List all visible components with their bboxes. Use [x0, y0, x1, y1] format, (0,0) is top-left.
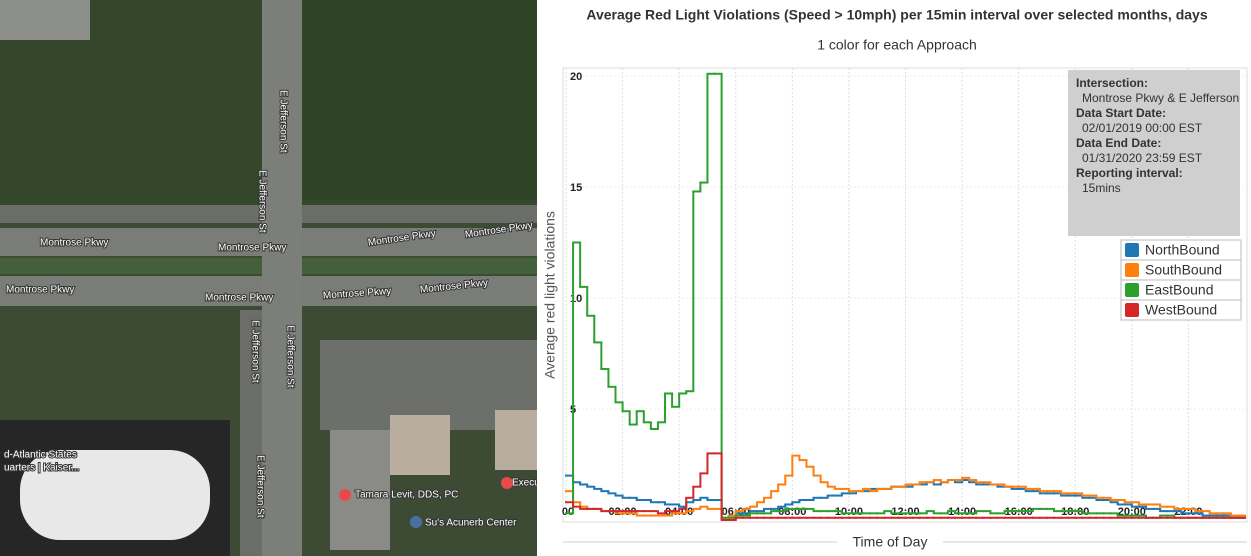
legend-swatch [1125, 303, 1139, 317]
building [390, 415, 450, 475]
road [262, 0, 302, 556]
info-value: 15mins [1082, 181, 1121, 195]
legend-swatch [1125, 283, 1139, 297]
map[interactable]: Montrose Pkwy Montrose Pkwy Montrose Pkw… [0, 0, 537, 556]
y-tick-label: 15 [570, 182, 582, 194]
map-label: Tamara Levit, DDS, PC [355, 490, 458, 501]
x-tick-label: 00 [562, 506, 574, 518]
info-heading: Intersection: [1076, 76, 1149, 90]
info-box: Intersection: Montrose Pkwy & E Jefferso… [1068, 70, 1240, 236]
x-tick-label: 14:00 [948, 506, 976, 518]
y-tick-label: 20 [570, 71, 582, 83]
x-label-background [845, 532, 935, 552]
series [565, 474, 1246, 519]
map-label: Montrose Pkwy [205, 293, 273, 304]
legend-label: EastBound [1145, 282, 1214, 298]
map-label: E Jefferson St [249, 320, 260, 383]
info-heading: Data End Date: [1076, 136, 1162, 150]
map-label: d-Atlantic States [4, 450, 77, 461]
series [565, 452, 1246, 521]
chart-title: Average Red Light Violations (Speed > 10… [586, 7, 1207, 23]
map-label: E Jefferson St [256, 170, 267, 233]
map-pin[interactable] [410, 516, 422, 528]
building [0, 0, 90, 40]
legend-label: WestBound [1145, 302, 1217, 318]
map-label: Execu [512, 478, 537, 489]
map-label: E Jefferson St [277, 90, 288, 153]
chart-subtitle: 1 color for each Approach [817, 37, 977, 53]
x-tick-label: 12:00 [891, 506, 919, 518]
legend-label: SouthBound [1145, 262, 1222, 278]
building [20, 450, 210, 540]
forest [300, 0, 537, 200]
y-axis-label: Average red light violations [542, 211, 558, 379]
info-value: Montrose Pkwy & E Jefferson [1082, 91, 1240, 105]
info-value: 01/31/2020 23:59 EST [1082, 151, 1203, 165]
map-label: Montrose Pkwy [218, 243, 286, 254]
map-label: uarters | Kaiser... [4, 463, 79, 474]
road [240, 310, 262, 556]
legend-box [1120, 299, 1242, 321]
info-heading: Reporting interval: [1076, 166, 1183, 180]
map-label: E Jefferson St [254, 455, 265, 518]
building [330, 430, 390, 550]
map-pin[interactable] [501, 477, 513, 489]
series [565, 72, 1246, 519]
map-pin[interactable] [339, 489, 351, 501]
map-label: Montrose Pkwy [6, 285, 74, 296]
info-heading: Data Start Date: [1076, 106, 1167, 120]
x-axis-label: Time of Day [853, 534, 928, 550]
building [495, 410, 537, 470]
y-tick-label: 10 [570, 293, 582, 305]
map-label: E Jefferson St [284, 325, 295, 388]
x-tick-label: 10:00 [835, 506, 863, 518]
map-label: Montrose Pkwy [40, 238, 108, 249]
legend-swatch [1125, 243, 1139, 257]
legend-swatch [1125, 263, 1139, 277]
map-label: Su's Acunerb Center [425, 518, 517, 529]
legend-label: NorthBound [1145, 242, 1220, 258]
info-value: 02/01/2019 00:00 EST [1082, 121, 1203, 135]
